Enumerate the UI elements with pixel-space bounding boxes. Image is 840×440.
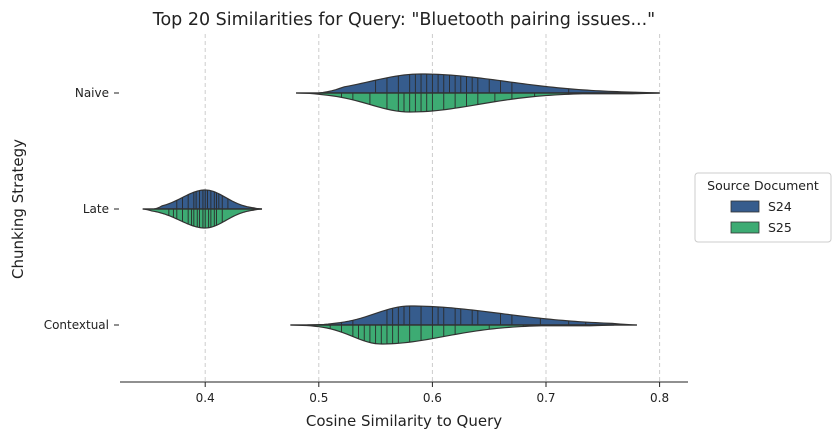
x-axis-title: Cosine Similarity to Query <box>306 412 502 430</box>
violin-half-s25-late <box>142 208 263 229</box>
x-tick-label: 0.7 <box>536 391 555 405</box>
legend-swatch-s25 <box>730 221 760 234</box>
y-tick-label: Late <box>83 202 109 216</box>
y-tick-label: Contextual <box>44 318 109 332</box>
x-tick-label: 0.6 <box>423 391 442 405</box>
violin-half-s24-late <box>153 189 263 210</box>
x-tick-label: 0.8 <box>650 391 669 405</box>
violin-half-s25-contextual <box>290 324 615 345</box>
violin-layer <box>142 73 660 345</box>
legend-label-s24: S24 <box>768 199 792 214</box>
x-tick-label: 0.4 <box>196 391 215 405</box>
legend-frame <box>694 172 832 243</box>
legend-swatch-s24 <box>730 200 760 213</box>
y-tick-label: Naive <box>75 86 109 100</box>
axis-layer: 0.4 0.5 0.6 0.7 0.8 Naive Late Contextual <box>44 86 688 405</box>
x-tick-label: 0.5 <box>309 391 328 405</box>
chart-title: Top 20 Similarities for Query: "Bluetoot… <box>152 10 656 30</box>
y-axis-title: Chunking Strategy <box>9 139 27 279</box>
legend-label-s25: S25 <box>768 220 792 235</box>
legend-title: Source Document <box>707 178 819 193</box>
